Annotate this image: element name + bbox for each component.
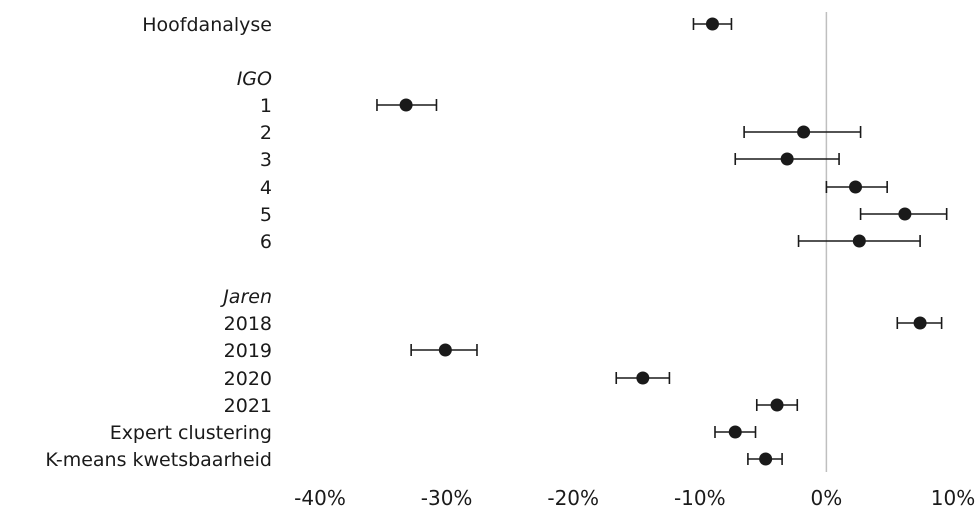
row-label: 2019 — [224, 340, 272, 362]
row-label: 6 — [260, 231, 272, 253]
point-estimate — [849, 180, 863, 194]
group-heading: IGO — [237, 68, 272, 90]
point-estimate — [780, 152, 794, 166]
point-estimate — [705, 17, 719, 31]
row-label: 2018 — [224, 313, 272, 335]
row-label: 4 — [260, 177, 272, 199]
row-label: 2020 — [224, 368, 272, 390]
row-labels: Hoofdanalyse IGO 1 2 3 4 5 6 Jaren 2018 2019 2020 20… — [45, 14, 272, 471]
estimates — [376, 17, 948, 466]
x-tick-label: 10% — [931, 486, 975, 510]
row-label: 5 — [260, 204, 272, 226]
row-label: 3 — [260, 149, 272, 171]
x-tick-label: -20% — [547, 486, 599, 510]
point-estimate — [797, 125, 811, 139]
x-tick-label: -30% — [421, 486, 473, 510]
point-estimate — [636, 371, 650, 385]
group-heading: Jaren — [219, 286, 272, 308]
x-tick-label: 0% — [811, 486, 843, 510]
row-label: 2 — [260, 122, 272, 144]
x-tick-label: -10% — [674, 486, 726, 510]
x-axis-ticks: -40% -30% -20% -10% 0% 10% — [294, 486, 975, 510]
row-label: K-means kwetsbaarheid — [45, 449, 272, 471]
x-tick-label: -40% — [294, 486, 346, 510]
point-estimate — [759, 452, 773, 466]
point-estimate — [913, 316, 927, 330]
row-label: 2021 — [224, 395, 272, 417]
point-estimate — [438, 343, 452, 357]
row-label: 1 — [260, 95, 272, 117]
point-estimate — [852, 234, 866, 248]
row-label: Expert clustering — [110, 422, 272, 444]
row-label: Hoofdanalyse — [142, 14, 272, 36]
point-estimate — [728, 425, 742, 439]
point-estimate — [898, 207, 912, 221]
point-estimate — [770, 398, 784, 412]
point-estimate — [399, 98, 413, 112]
